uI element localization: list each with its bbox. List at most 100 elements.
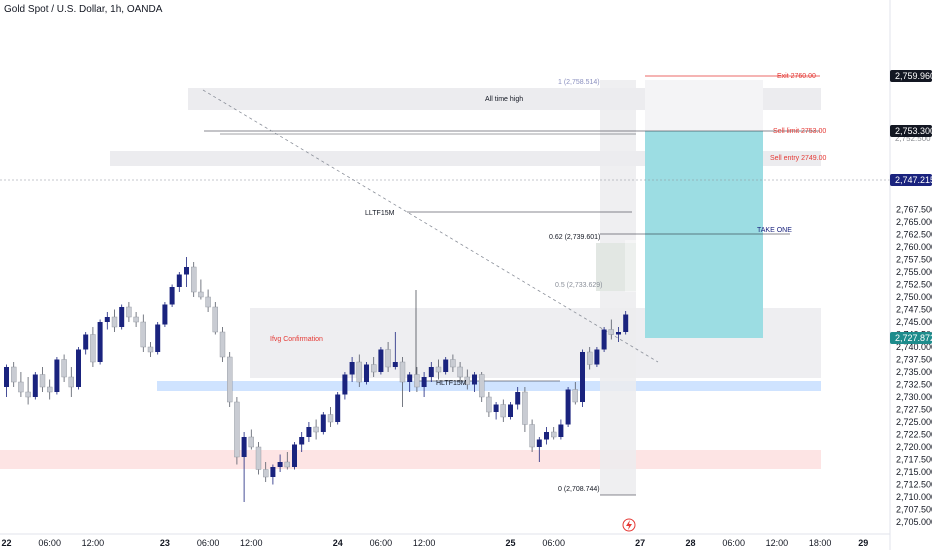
- candle: [414, 367, 420, 392]
- candle: [140, 314, 147, 352]
- time-tick-label: 27: [635, 538, 645, 548]
- candle-body: [270, 467, 276, 477]
- price-tick-label: 2,720.000: [896, 442, 932, 452]
- candle-body: [263, 469, 269, 478]
- candle: [378, 347, 384, 375]
- candle: [616, 327, 621, 342]
- lltf-label: LLTF15M: [365, 210, 395, 217]
- candle: [76, 347, 81, 390]
- candle: [241, 432, 247, 502]
- candle: [104, 312, 110, 330]
- candle-body: [198, 291, 204, 298]
- candle-body: [558, 424, 564, 437]
- price-tick-label: 2,752.500: [896, 280, 932, 290]
- candle-body: [392, 362, 398, 367]
- candle-body: [119, 307, 125, 327]
- candle: [572, 382, 578, 405]
- candle-body: [76, 349, 81, 387]
- sell-entry-zone: [110, 151, 821, 166]
- candle-body: [162, 304, 168, 325]
- candle: [306, 422, 312, 442]
- time-tick-label: 12:00: [766, 538, 789, 548]
- tag-target-text: 2,727.872: [895, 333, 932, 343]
- time-axis[interactable]: 22 06:00 12:00 23 06:00 12:00 24 06:00 12:00 25 06…: [0, 533, 890, 548]
- tag-exit-text: 2,759.960: [895, 71, 932, 81]
- candle-body: [580, 352, 585, 402]
- candle-body: [147, 346, 154, 353]
- candle: [90, 327, 96, 367]
- tag-current-text: 2,747.215: [895, 175, 932, 185]
- tag-sell-limit-text: 2,753.300: [895, 126, 932, 136]
- candle-body: [61, 359, 67, 378]
- candle: [558, 419, 564, 440]
- candle: [349, 357, 355, 382]
- candle-body: [493, 404, 499, 412]
- candle: [292, 442, 297, 470]
- candle-body: [284, 461, 290, 468]
- candle-body: [378, 349, 384, 372]
- candle: [450, 354, 456, 372]
- candle-body: [111, 316, 118, 328]
- candle: [486, 392, 492, 417]
- candle-body: [133, 316, 139, 323]
- candle: [126, 302, 132, 322]
- sell-entry-label: Sell entry 2749.00: [770, 155, 827, 162]
- candle: [536, 437, 542, 462]
- take-profit-box: [645, 131, 763, 338]
- fib-inner-box: [596, 243, 636, 291]
- price-tick-label: 2,735.000: [896, 367, 932, 377]
- candle-body: [450, 359, 456, 368]
- lightning-icon[interactable]: [622, 518, 636, 532]
- fib-062-label: 0.62 (2,739.601): [549, 234, 600, 241]
- time-tick-label: 18:00: [809, 538, 832, 548]
- candle-body: [472, 374, 477, 385]
- candle-body: [4, 367, 9, 387]
- candle-body: [255, 446, 262, 470]
- candle-body: [623, 314, 629, 332]
- candle: [162, 302, 168, 327]
- candle-body: [68, 376, 75, 388]
- lines-layer: [0, 75, 890, 496]
- candle-body: [479, 374, 485, 398]
- candle: [335, 392, 341, 425]
- candle-body: [414, 374, 420, 388]
- candle: [522, 387, 528, 432]
- candle: [169, 284, 175, 307]
- price-tick-label: 2,757.500: [896, 255, 932, 265]
- candle-body: [32, 374, 38, 397]
- price-tick-label: 2,740.000: [896, 342, 932, 352]
- candle-body: [10, 366, 17, 383]
- price-tick-label: 2,745.000: [896, 317, 932, 327]
- candle: [392, 332, 398, 370]
- candle: [529, 419, 535, 452]
- trendline: [202, 89, 659, 363]
- tag-current-bg: [890, 174, 932, 186]
- price-axis[interactable]: 2,705.000 2,707.500 2,710.000 2,712.500 2,71…: [889, 0, 932, 550]
- candle-body: [572, 389, 578, 403]
- candle: [97, 319, 103, 365]
- price-tick-label: 2,747.500: [896, 305, 932, 315]
- price-tick-label: 2,760.000: [896, 242, 932, 252]
- candle-body: [508, 404, 513, 417]
- candle-body: [342, 374, 348, 395]
- candle: [61, 354, 67, 382]
- candle-body: [54, 359, 60, 392]
- candle-body: [277, 462, 283, 467]
- candle-body: [248, 436, 255, 448]
- candle: [623, 311, 629, 335]
- time-tick-label: 12:00: [240, 538, 263, 548]
- candle: [342, 372, 348, 400]
- price-tick-label: 2,707.500: [896, 505, 932, 515]
- take-one-label: TAKE ONE: [757, 227, 792, 234]
- candle-body: [104, 317, 110, 322]
- candle-body: [140, 321, 147, 348]
- candle-body: [97, 322, 103, 362]
- time-tick-label: 12:00: [413, 538, 436, 548]
- time-tick-label: 28: [685, 538, 695, 548]
- time-tick-label: 23: [160, 538, 170, 548]
- candle: [47, 379, 53, 400]
- candle: [580, 349, 585, 407]
- candle-body: [587, 351, 593, 365]
